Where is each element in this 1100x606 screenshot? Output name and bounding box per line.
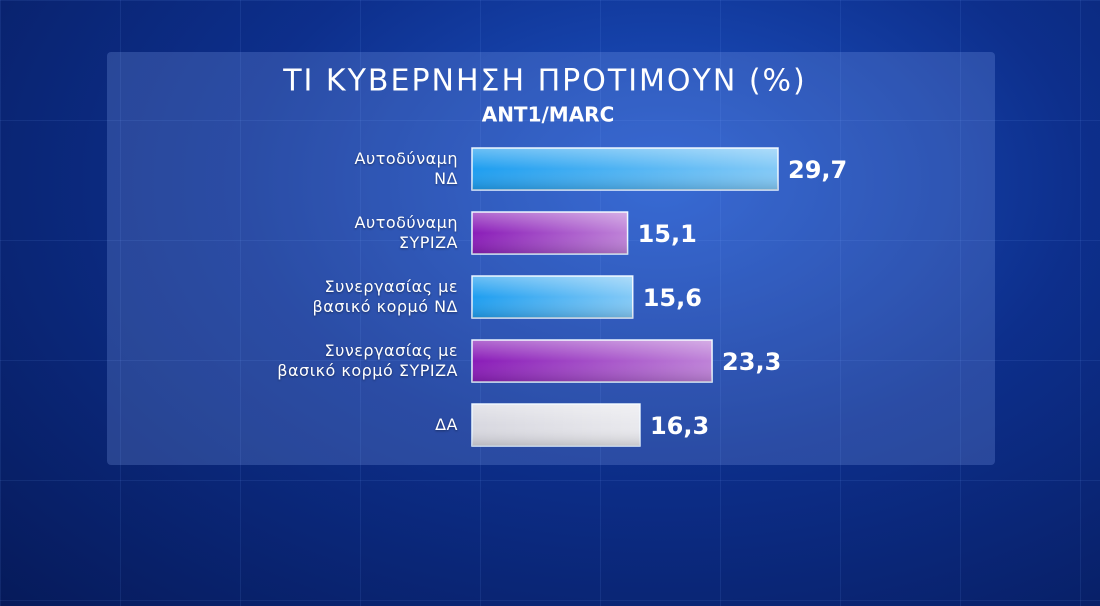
- bar-gloss: [472, 404, 640, 446]
- value-label: 15,6: [643, 284, 702, 312]
- category-label: Συνεργασίας με βασικό κορμό ΝΔ: [312, 277, 458, 316]
- value-label: 16,3: [650, 412, 709, 440]
- category-label: Αυτοδύναμη ΝΔ: [354, 149, 458, 188]
- chart-subtitle: ANT1/MARC: [482, 103, 615, 127]
- bar-gloss: [472, 276, 633, 318]
- value-label: 23,3: [722, 348, 781, 376]
- bar-gloss: [472, 340, 713, 382]
- value-label: 15,1: [638, 220, 697, 248]
- category-label: Συνεργασίας με βασικό κορμό ΣΥΡΙΖΑ: [277, 341, 458, 380]
- category-label: Αυτοδύναμη ΣΥΡΙΖΑ: [354, 213, 458, 252]
- panel: [107, 52, 995, 465]
- category-label: ΔΑ: [435, 415, 458, 434]
- bar-gloss: [472, 148, 778, 190]
- chart-title: ΤΙ ΚΥΒΕΡΝΗΣΗ ΠΡΟΤΙΜΟΥΝ (%): [282, 64, 807, 99]
- value-label: 29,7: [788, 156, 847, 184]
- bar-gloss: [472, 212, 628, 254]
